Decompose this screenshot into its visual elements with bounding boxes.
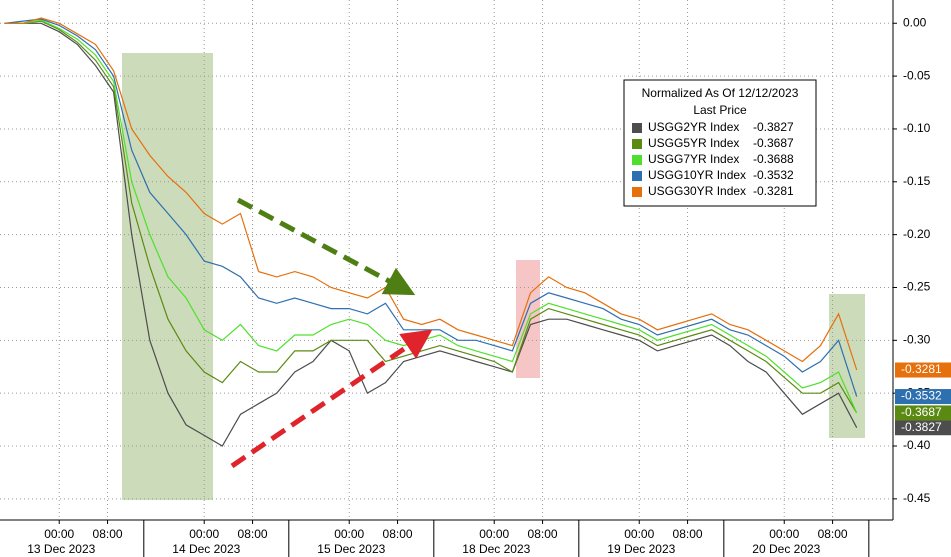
date-label: 18 Dec 2023 — [462, 542, 530, 556]
arrow — [230, 329, 433, 469]
highlights — [122, 53, 865, 500]
y-tick-label: -0.15 — [903, 174, 931, 188]
legend-label: USGG10YR Index — [648, 168, 746, 182]
last-value-label: -0.3687 — [901, 405, 942, 419]
x-tick-label: 08:00 — [238, 527, 268, 541]
date-label: 19 Dec 2023 — [607, 542, 675, 556]
x-tick-label: 08:00 — [528, 527, 558, 541]
x-tick-label: 00:00 — [334, 527, 364, 541]
last-value-tag — [895, 420, 951, 436]
last-value-tag — [895, 389, 951, 405]
legend-swatch — [632, 155, 642, 165]
legend-subtitle: Last Price — [693, 103, 747, 117]
x-tick-label: 08:00 — [93, 527, 123, 541]
legend-swatch — [632, 171, 642, 181]
y-tick-label: -0.25 — [903, 280, 931, 294]
legend-value: -0.3827 — [753, 120, 794, 134]
x-tick-label: 00:00 — [769, 527, 799, 541]
legend-title: Normalized As Of 12/12/2023 — [642, 86, 799, 100]
y-tick-label: -0.45 — [903, 491, 931, 505]
legend-label: USGG30YR Index — [648, 184, 746, 198]
arrows — [230, 197, 433, 469]
last-value-label: -0.3827 — [901, 420, 942, 434]
x-tick-label: 08:00 — [673, 527, 703, 541]
legend-swatch — [632, 139, 642, 149]
legend-value: -0.3281 — [753, 184, 794, 198]
legend: Normalized As Of 12/12/2023 Last Price U… — [623, 79, 817, 207]
legend-swatch — [632, 123, 642, 133]
last-value-tag — [895, 405, 951, 421]
legend-label: USGG5YR Index — [648, 136, 739, 150]
series-line — [4, 17, 858, 371]
arrow — [236, 197, 416, 296]
last-value-tag — [895, 362, 951, 378]
x-tick-label: 00:00 — [189, 527, 219, 541]
x-tick-label: 08:00 — [818, 527, 848, 541]
legend-box — [623, 79, 817, 207]
y-tick-label: 0.00 — [903, 15, 927, 29]
y-tick-label: -0.10 — [903, 121, 931, 135]
legend-value: -0.3688 — [753, 152, 794, 166]
x-tick-label: 00:00 — [624, 527, 654, 541]
x-tick-label: 00:00 — [44, 527, 74, 541]
x-tick-label: 08:00 — [383, 527, 413, 541]
y-tick-label: -0.05 — [903, 68, 931, 82]
date-label: 20 Dec 2023 — [752, 542, 820, 556]
date-label: 15 Dec 2023 — [317, 542, 385, 556]
last-value-label: -0.3532 — [901, 389, 942, 403]
grid — [0, 0, 893, 520]
legend-label: USGG2YR Index — [648, 120, 739, 134]
legend-label: USGG7YR Index — [648, 152, 739, 166]
date-label: 14 Dec 2023 — [172, 542, 240, 556]
legend-value: -0.3532 — [753, 168, 794, 182]
y-tick-label: -0.30 — [903, 332, 931, 346]
legend-swatch — [632, 187, 642, 197]
y-tick-label: -0.20 — [903, 227, 931, 241]
legend-value: -0.3687 — [753, 136, 794, 150]
date-label: 13 Dec 2023 — [27, 542, 95, 556]
x-tick-label: 00:00 — [479, 527, 509, 541]
y-tick-label: -0.40 — [903, 438, 931, 452]
last-value-label: -0.3281 — [901, 362, 942, 376]
axes: 0.00-0.05-0.10-0.15-0.20-0.25-0.30-0.35-… — [27, 15, 951, 557]
